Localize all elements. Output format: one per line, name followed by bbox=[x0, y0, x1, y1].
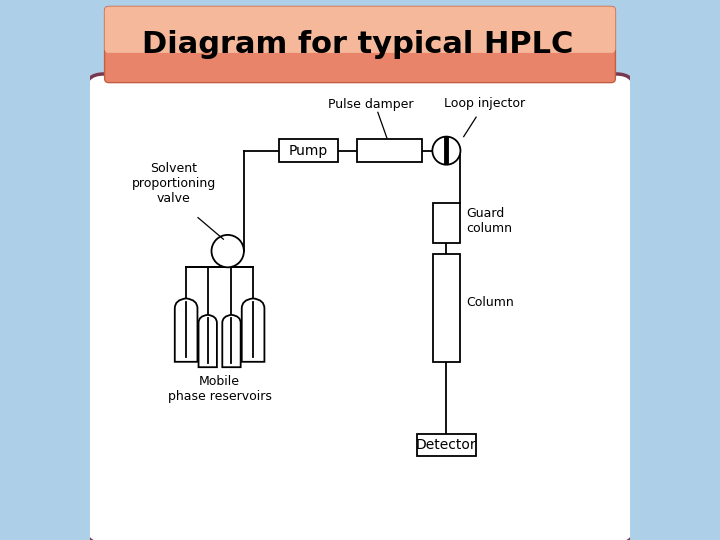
Bar bbox=[279, 139, 338, 162]
FancyBboxPatch shape bbox=[104, 6, 616, 83]
Bar bbox=[417, 434, 476, 456]
FancyBboxPatch shape bbox=[104, 6, 616, 53]
Text: Diagram for typical HPLC: Diagram for typical HPLC bbox=[142, 30, 573, 59]
Bar bbox=[357, 139, 422, 162]
FancyBboxPatch shape bbox=[85, 74, 635, 540]
Bar bbox=[433, 202, 460, 243]
Text: Detector: Detector bbox=[416, 438, 477, 452]
Text: Guard
column: Guard column bbox=[467, 207, 513, 235]
PathPatch shape bbox=[175, 299, 197, 362]
PathPatch shape bbox=[222, 315, 240, 367]
Text: Mobile
phase reservoirs: Mobile phase reservoirs bbox=[168, 375, 271, 403]
PathPatch shape bbox=[199, 315, 217, 367]
Circle shape bbox=[432, 137, 461, 165]
Text: Pulse damper: Pulse damper bbox=[328, 98, 413, 111]
Text: Solvent
proportioning
valve: Solvent proportioning valve bbox=[132, 162, 216, 205]
Text: Column: Column bbox=[467, 296, 514, 309]
Text: Loop injector: Loop injector bbox=[444, 97, 525, 110]
Bar bbox=[433, 254, 460, 362]
PathPatch shape bbox=[242, 299, 264, 362]
Circle shape bbox=[212, 235, 244, 267]
Text: Pump: Pump bbox=[289, 144, 328, 158]
